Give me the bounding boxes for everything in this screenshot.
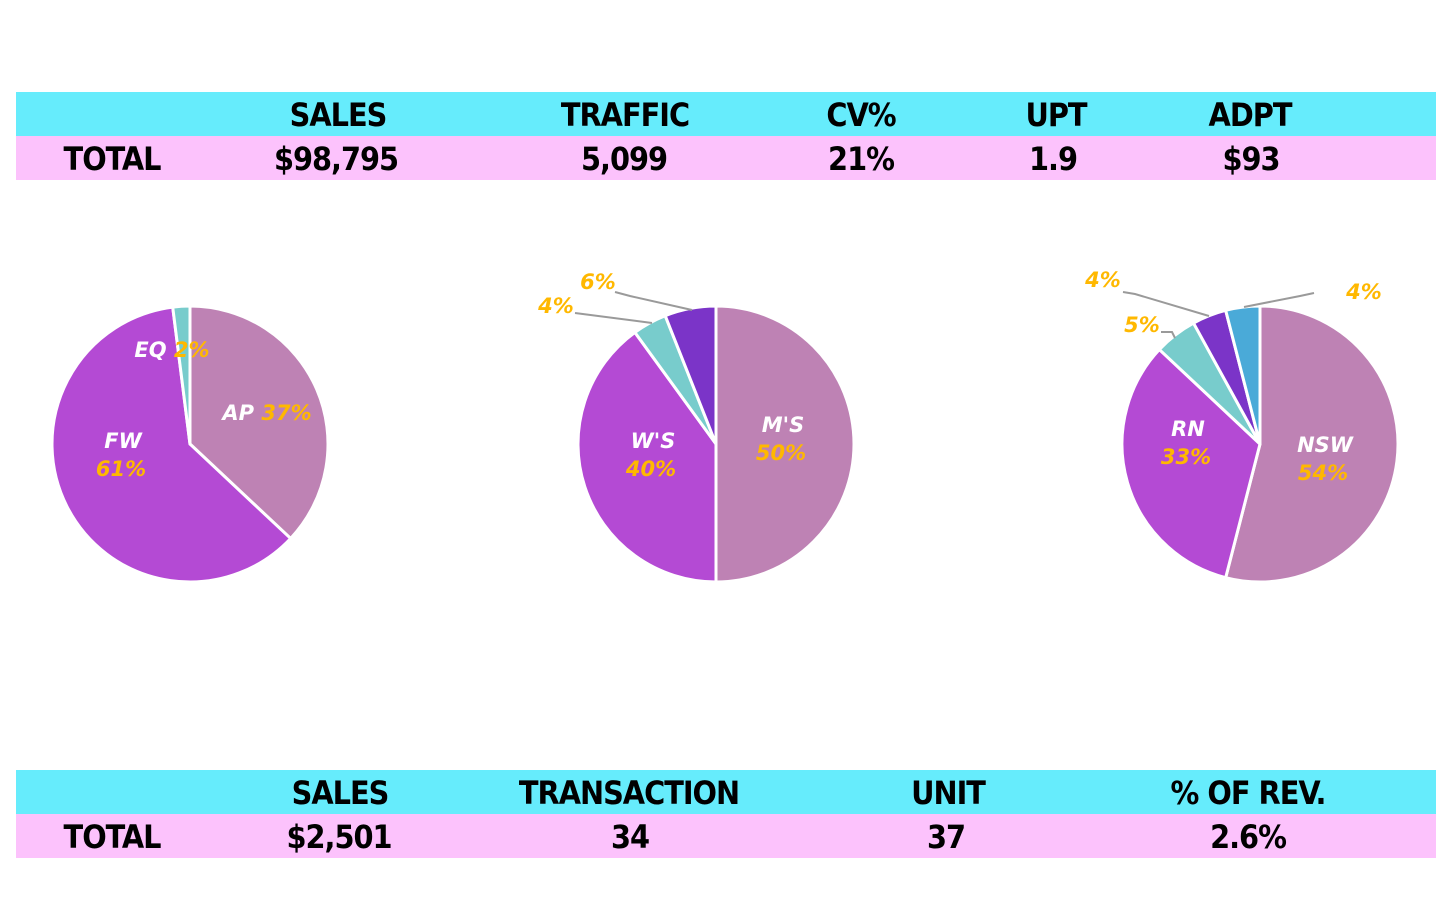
kpi-table-bottom: SALES TRANSACTION UNIT % OF REV. TOTAL $… xyxy=(16,770,1436,858)
kpi-row-label: TOTAL xyxy=(63,818,162,856)
kpi-header-row: SALES TRANSACTION UNIT % OF REV. xyxy=(16,770,1436,814)
kpi-header-unit: UNIT xyxy=(911,774,986,812)
kpi-header-adpt: ADPT xyxy=(1208,96,1293,134)
pie-pct-label: 40% xyxy=(625,457,676,481)
pie-leader-line xyxy=(1243,292,1315,308)
kpi-value-adpt: $93 xyxy=(1222,140,1280,178)
pie-slice-fw xyxy=(50,305,293,584)
pie-slice-callout-4 xyxy=(1224,304,1262,446)
pie-slice-ws xyxy=(576,330,718,584)
kpi-row-label: TOTAL xyxy=(63,140,162,178)
pie-slice-callout-3 xyxy=(663,304,718,446)
kpi-total-row: TOTAL $2,501 34 37 2.6% xyxy=(16,814,1436,858)
kpi-header-cv: CV% xyxy=(826,96,896,134)
pie-slice-name: RN xyxy=(1171,417,1205,441)
pie-pct-label: 54% xyxy=(1298,461,1348,485)
pie-slice-nsw xyxy=(1224,304,1400,584)
pie-category: AP 37% FW 61% EQ 2% xyxy=(50,304,330,584)
pie-pct-label: 5% xyxy=(1124,313,1160,337)
kpi-value-traffic: 5,099 xyxy=(580,140,668,178)
kpi-value-cv: 21% xyxy=(828,140,895,178)
pie-pct-label: 4% xyxy=(1345,280,1382,304)
kpi-header-sales: SALES xyxy=(291,774,390,812)
kpi-value-percent-rev: 2.6% xyxy=(1210,818,1287,856)
pie-pct-label: 33% xyxy=(1161,445,1211,469)
kpi-header-percent-rev: % OF REV. xyxy=(1170,774,1327,812)
pie-slice-label: AP 37% xyxy=(220,401,311,425)
pie-slice-ap xyxy=(188,304,330,540)
pie-slice-label: EQ 2% xyxy=(134,338,209,362)
kpi-header-sales: SALES xyxy=(289,96,388,134)
pie-pct-label: 61% xyxy=(96,457,146,481)
pie-slice-eq xyxy=(171,304,192,446)
pie-pct-label: 50% xyxy=(756,441,806,465)
pie-gender: M'S 50% W'S 40% 4%6% xyxy=(537,270,856,584)
kpi-value-sales: $98,795 xyxy=(273,140,399,178)
kpi-header-traffic: TRAFFIC xyxy=(560,96,690,134)
pie-pct-label: 4% xyxy=(537,294,574,318)
pie-leader-line xyxy=(1161,331,1176,339)
kpi-header-row: SALES TRAFFIC CV% UPT ADPT xyxy=(16,92,1436,136)
pie-leader-line xyxy=(574,312,653,324)
kpi-header-transaction: TRANSACTION xyxy=(518,774,740,812)
kpi-value-sales: $2,501 xyxy=(286,818,392,856)
kpi-value-upt: 1.9 xyxy=(1029,140,1078,178)
pie-slice-rn xyxy=(1120,348,1262,580)
kpi-total-row: TOTAL $98,795 5,099 21% 1.9 $93 xyxy=(16,136,1436,180)
pie-slice-name: NSW xyxy=(1297,433,1354,457)
kpi-value-transaction: 34 xyxy=(610,818,650,856)
kpi-header-upt: UPT xyxy=(1025,96,1087,134)
pie-slice-name: FW xyxy=(104,429,142,453)
pie-pct-label: 4% xyxy=(1084,268,1121,292)
pie-slice-name: M'S xyxy=(762,413,804,437)
pie-slice-ms xyxy=(714,304,856,584)
pie-leader-line xyxy=(614,291,693,311)
kpi-table-top: SALES TRAFFIC CV% UPT ADPT TOTAL $98,795… xyxy=(16,92,1436,180)
pie-leader-line xyxy=(1122,291,1210,317)
pie-slice-name: W'S xyxy=(631,429,676,453)
kpi-value-unit: 37 xyxy=(926,818,966,856)
pie-pct-label: 6% xyxy=(580,270,616,294)
